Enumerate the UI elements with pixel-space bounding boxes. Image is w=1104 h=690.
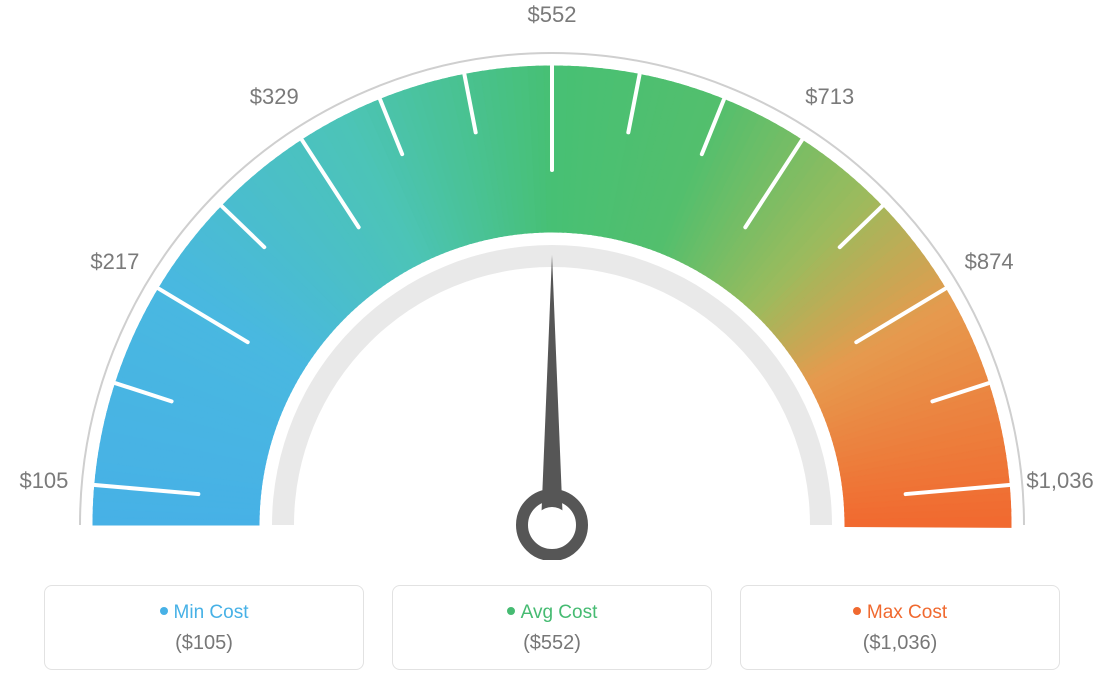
gauge-container: $105 $217 $329 $552 $713 $874 $1,036 xyxy=(0,0,1104,560)
legend-title-min: Min Cost xyxy=(55,602,353,624)
legend-dot-avg xyxy=(507,607,515,615)
legend-card-avg: Avg Cost ($552) xyxy=(392,585,712,670)
legend-card-min: Min Cost ($105) xyxy=(44,585,364,670)
legend-row: Min Cost ($105) Avg Cost ($552) Max Cost… xyxy=(0,585,1104,670)
legend-value-min: ($105) xyxy=(55,632,353,655)
legend-label-min: Min Cost xyxy=(174,602,249,623)
gauge-tick-label: $329 xyxy=(250,84,299,110)
gauge-tick-label: $217 xyxy=(90,249,139,275)
legend-value-max: ($1,036) xyxy=(751,632,1049,655)
gauge-tick-label: $105 xyxy=(19,468,68,494)
gauge-tick-label: $1,036 xyxy=(1026,468,1093,494)
legend-label-max: Max Cost xyxy=(867,602,947,623)
legend-dot-min xyxy=(160,607,168,615)
gauge-tick-label: $552 xyxy=(528,2,577,28)
gauge-svg xyxy=(0,0,1104,560)
legend-title-avg: Avg Cost xyxy=(403,602,701,624)
legend-card-max: Max Cost ($1,036) xyxy=(740,585,1060,670)
legend-title-max: Max Cost xyxy=(751,602,1049,624)
gauge-tick-label: $713 xyxy=(805,84,854,110)
gauge-tick-label: $874 xyxy=(965,249,1014,275)
legend-dot-max xyxy=(853,607,861,615)
legend-value-avg: ($552) xyxy=(403,632,701,655)
legend-label-avg: Avg Cost xyxy=(521,602,598,623)
